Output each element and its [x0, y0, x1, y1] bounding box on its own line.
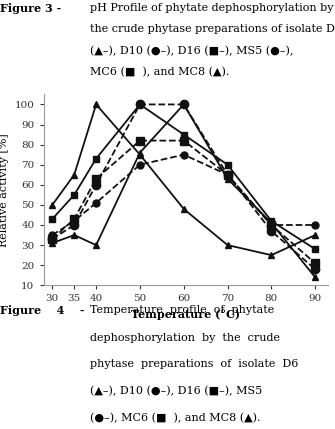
Text: pH Profile of phytate dephosphorylation by: pH Profile of phytate dephosphorylation … [90, 3, 334, 12]
Text: Temperature  profile  of  phytate: Temperature profile of phytate [90, 305, 275, 315]
Text: MC6 (■  ), and MC8 (▲).: MC6 (■ ), and MC8 (▲). [90, 67, 230, 77]
Text: dephosphorylation  by  the  crude: dephosphorylation by the crude [90, 333, 280, 343]
Text: Figure 3 -: Figure 3 - [0, 3, 61, 14]
Text: (●–), MC6 (■  ), and MC8 (▲).: (●–), MC6 (■ ), and MC8 (▲). [90, 413, 261, 423]
Text: phytase  preparations  of  isolate  D6: phytase preparations of isolate D6 [90, 360, 299, 369]
Text: the crude phytase preparations of isolate D6: the crude phytase preparations of isolat… [90, 24, 335, 34]
Text: (▲–), D10 (●–), D16 (■–), MS5: (▲–), D10 (●–), D16 (■–), MS5 [90, 386, 263, 396]
Text: (▲–), D10 (●–), D16 (■–), MS5 (●–),: (▲–), D10 (●–), D16 (■–), MS5 (●–), [90, 45, 294, 56]
X-axis label: Temperature (°C): Temperature (°C) [131, 309, 241, 320]
Y-axis label: Relative activity [%]: Relative activity [%] [0, 133, 9, 247]
Text: Figure    4    -: Figure 4 - [0, 305, 84, 316]
